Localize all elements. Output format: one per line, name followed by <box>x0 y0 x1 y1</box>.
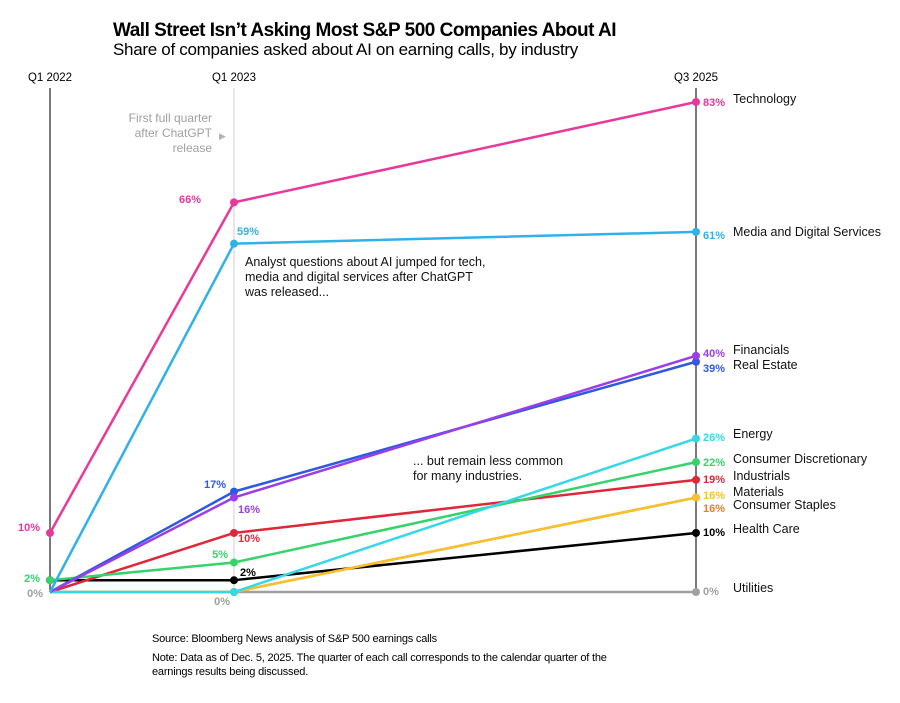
series-line-real-estate <box>49 360 697 594</box>
series-name-label: Media and Digital Services <box>733 225 881 239</box>
data-point <box>692 357 700 366</box>
x-tick-label: Q1 2022 <box>28 72 72 84</box>
data-point <box>230 493 238 502</box>
series-line-energy <box>50 437 697 594</box>
end-value-label: 22% <box>703 457 725 469</box>
data-point <box>230 239 238 248</box>
annotation-tech-jump-line: media and digital services after ChatGPT <box>245 270 473 284</box>
end-value-label: 16% <box>703 503 725 515</box>
chart-title: Wall Street Isn’t Asking Most S&P 500 Co… <box>113 20 617 41</box>
source-note: Source: Bloomberg News analysis of S&P 5… <box>152 633 437 645</box>
data-point <box>230 198 238 207</box>
end-value-label: 83% <box>703 97 725 109</box>
x-tick-label: Q3 2025 <box>674 72 718 84</box>
data-point <box>692 528 700 537</box>
data-point <box>230 588 238 596</box>
point-value-label: 16% <box>238 504 260 516</box>
data-point <box>692 351 700 360</box>
data-note-line-2: earnings results being discussed. <box>152 666 309 678</box>
series-name-label: Utilities <box>733 581 773 595</box>
series-line-technology <box>48 100 697 534</box>
line-chart: Q1 2022 Q1 2023 Q3 2025 83% Technology 61% Me… <box>18 72 881 608</box>
point-value-label: 10% <box>18 522 40 534</box>
point-value-label: 0% <box>214 596 230 608</box>
data-note-line-1: Note: Data as of Dec. 5, 2025. The quart… <box>152 652 607 664</box>
annotation-tech-jump-line: Analyst questions about AI jumped for te… <box>245 255 485 269</box>
end-value-label: 39% <box>703 363 725 375</box>
annotation-chatgpt-line: after ChatGPT <box>135 126 213 140</box>
point-value-label: 10% <box>238 533 260 545</box>
point-value-label: 59% <box>237 226 259 238</box>
point-value-label: 2% <box>240 567 256 579</box>
data-point <box>692 458 700 467</box>
data-point <box>692 98 700 106</box>
point-value-label: 0% <box>27 588 43 600</box>
end-value-label: 16% <box>703 490 725 502</box>
end-value-label: 40% <box>703 348 725 360</box>
series-name-label: Consumer Staples <box>733 498 836 512</box>
data-point <box>692 588 700 596</box>
annotation-chatgpt-line: release <box>173 141 213 155</box>
data-point <box>692 475 700 484</box>
series-name-label: Energy <box>733 427 773 441</box>
point-value-label: 66% <box>179 194 201 206</box>
end-value-label: 10% <box>703 527 725 539</box>
annotation-less-common-line: for many industries. <box>413 469 522 483</box>
data-point <box>692 434 700 443</box>
series-name-label: Technology <box>733 92 797 106</box>
data-point <box>230 487 238 496</box>
data-point <box>46 528 54 537</box>
data-point <box>692 493 700 502</box>
data-point <box>230 528 238 537</box>
series-name-label: Materials <box>733 485 784 499</box>
x-tick-label: Q1 2023 <box>212 72 256 84</box>
arrow-right-icon: ▶ <box>219 131 226 141</box>
series-name-label: Industrials <box>733 469 790 483</box>
point-value-label: 2% <box>24 573 40 585</box>
chart-subtitle: Share of companies asked about AI on ear… <box>113 40 578 59</box>
end-value-label: 0% <box>703 586 719 598</box>
series-name-label: Real Estate <box>733 358 798 372</box>
point-value-label: 17% <box>204 479 226 491</box>
series-line-financials <box>49 354 697 594</box>
annotation-less-common-line: ... but remain less common <box>413 454 563 468</box>
series-name-label: Financials <box>733 343 789 357</box>
annotation-chatgpt-line: First full quarter <box>129 111 212 125</box>
point-value-label: 5% <box>212 549 228 561</box>
data-point <box>230 576 238 585</box>
end-value-label: 61% <box>703 230 725 242</box>
data-point <box>230 558 238 567</box>
data-point <box>692 227 700 236</box>
annotation-tech-jump-line: was released... <box>244 285 329 299</box>
series-name-label: Health Care <box>733 522 800 536</box>
series-line-industrials <box>49 478 697 594</box>
end-value-label: 19% <box>703 474 725 486</box>
series-name-label: Consumer Discretionary <box>733 452 868 466</box>
end-value-label: 26% <box>703 432 725 444</box>
data-point <box>46 576 54 585</box>
